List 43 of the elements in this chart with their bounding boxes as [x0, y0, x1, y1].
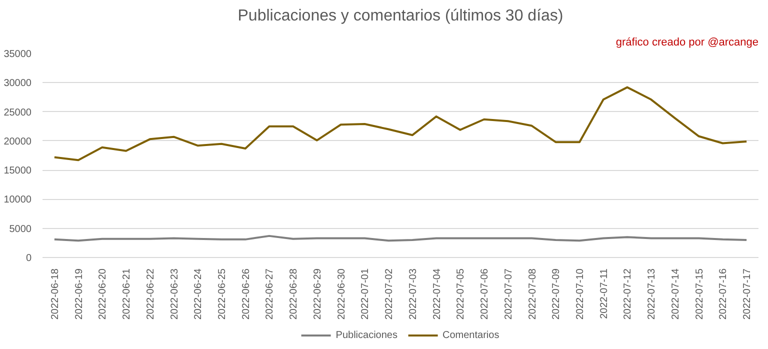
x-tick-label: 2022-06-19: [74, 268, 85, 320]
x-tick-label: 2022-06-26: [240, 268, 252, 320]
x-tick-label: 2022-07-13: [646, 268, 658, 320]
y-tick-label: 30000: [4, 78, 32, 90]
y-tick-label: 20000: [4, 136, 32, 148]
x-tick-label: 2022-06-30: [336, 268, 348, 320]
y-tick-label: 0: [26, 253, 32, 264]
y-tick-label: 25000: [4, 107, 32, 118]
y-tick-label: 15000: [4, 166, 32, 177]
x-tick-label: 2022-07-09: [551, 268, 562, 320]
x-tick-label: 2022-06-21: [122, 268, 133, 320]
x-tick-label: 2022-07-16: [718, 268, 730, 320]
legend-label: Comentarios: [442, 330, 500, 340]
x-tick-label: 2022-07-15: [694, 268, 706, 320]
x-tick-label: 2022-06-24: [193, 268, 204, 320]
x-tick-label: 2022-06-22: [145, 268, 156, 320]
x-tick-label: 2022-07-11: [598, 268, 610, 319]
x-tick-label: 2022-07-01: [360, 268, 372, 320]
x-tick-label: 2022-07-07: [503, 268, 514, 320]
x-tick-label: 2022-07-10: [575, 268, 586, 320]
y-tick-label: 35000: [4, 49, 32, 60]
x-tick-label: 2022-07-12: [622, 268, 634, 320]
x-tick-label: 2022-06-28: [288, 268, 300, 320]
x-tick-label: 2022-07-05: [456, 268, 467, 320]
x-tick-label: 2022-07-17: [742, 268, 754, 320]
legend-label: Publicaciones: [336, 330, 398, 340]
x-tick-label: 2022-06-18: [50, 268, 61, 320]
x-tick-label: 2022-07-03: [408, 268, 419, 320]
x-tick-label: 2022-06-23: [169, 268, 180, 320]
x-tick-label: 2022-06-29: [312, 268, 324, 320]
x-tick-label: 2022-07-04: [432, 268, 443, 320]
x-tick-label: 2022-06-25: [217, 268, 228, 320]
y-tick-label: 5000: [9, 224, 32, 235]
x-tick-label: 2022-07-08: [527, 268, 538, 320]
text: gráfico creado por @arcange: [616, 36, 759, 48]
x-tick-label: 2022-06-27: [264, 268, 276, 320]
x-tick-label: 2022-06-20: [98, 268, 109, 320]
y-tick-label: 10000: [4, 194, 32, 206]
x-tick-label: 2022-07-02: [384, 268, 396, 320]
line-series: [53, 86, 748, 162]
x-tick-label: 2022-07-14: [670, 268, 682, 320]
chart-title: Publicaciones y comentarios (últimos 30 días): [238, 8, 564, 24]
x-tick-label: 2022-07-06: [480, 268, 491, 320]
